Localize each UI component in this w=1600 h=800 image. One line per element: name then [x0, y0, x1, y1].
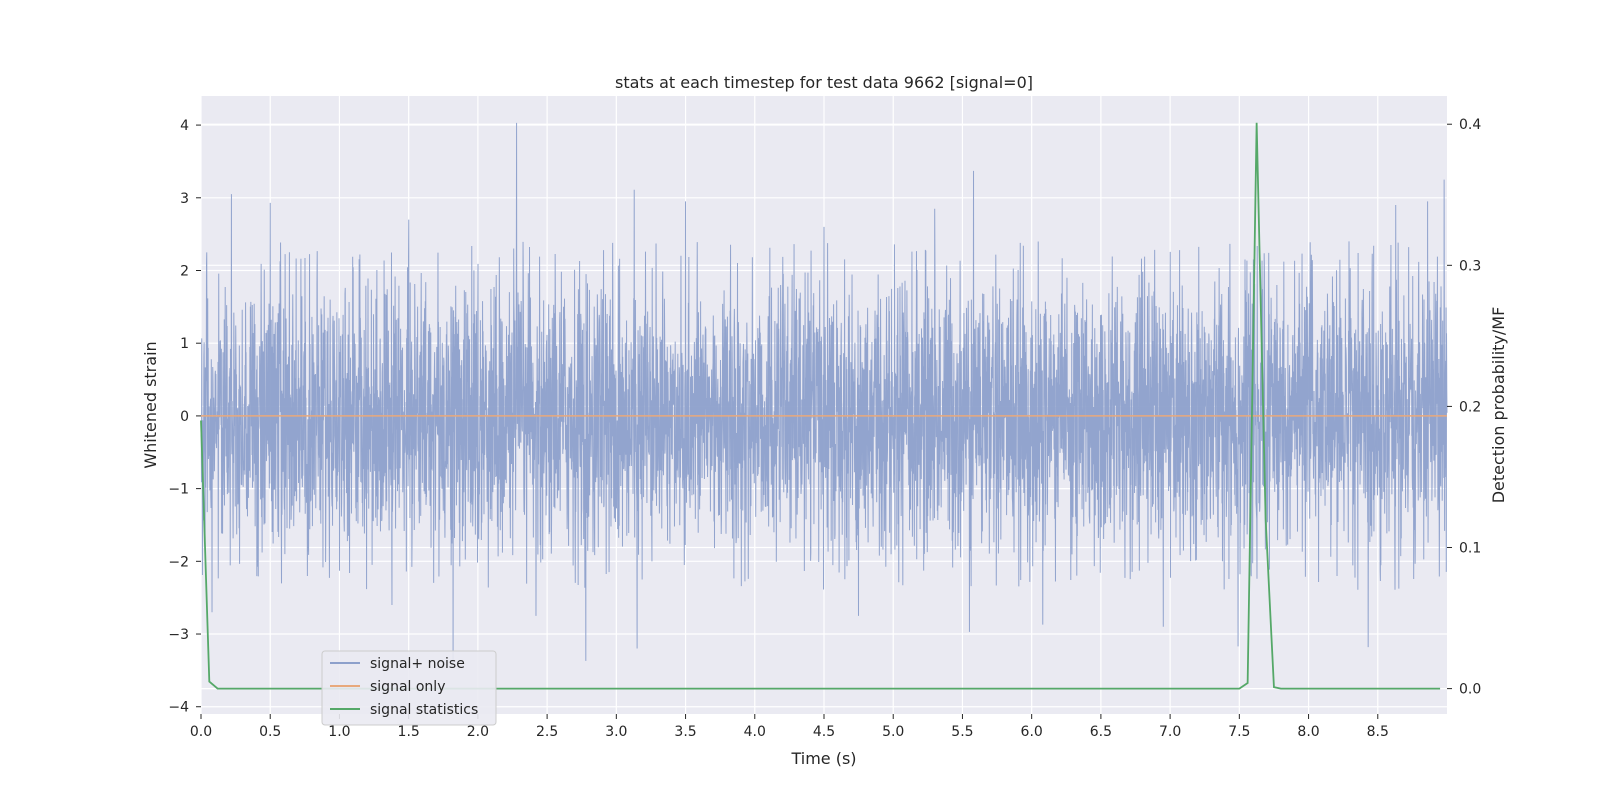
- y-tick-label: −4: [168, 700, 189, 716]
- y2-tick-label: 0.0: [1459, 682, 1481, 698]
- legend-label-signal-only: signal only: [370, 679, 445, 695]
- x-axis-label: Time (s): [790, 749, 856, 768]
- y2-tick-label: 0.4: [1459, 117, 1481, 133]
- y-tick-label: 1: [180, 336, 189, 352]
- chart-title: stats at each timestep for test data 966…: [615, 73, 1033, 92]
- legend-box: [321, 650, 497, 726]
- y-tick-label: −3: [168, 627, 189, 643]
- y-tick-label: 2: [180, 263, 189, 279]
- x-tick-label: 1.0: [328, 724, 350, 740]
- x-tick-label: 4.5: [813, 724, 835, 740]
- x-tick-label: 0.0: [190, 724, 212, 740]
- y-tick-label: −1: [168, 482, 189, 498]
- y-tick-label: 3: [180, 191, 189, 207]
- x-tick-label: 2.5: [536, 724, 558, 740]
- x-tick-label: 3.0: [605, 724, 627, 740]
- x-tick-label: 8.0: [1297, 724, 1319, 740]
- x-tick-label: 4.0: [744, 724, 766, 740]
- x-tick-label: 3.5: [674, 724, 696, 740]
- series-signal-noise-line: [200, 122, 1448, 664]
- x-tick-label: 2.0: [467, 724, 489, 740]
- legend-label-signal-noise: signal+ noise: [370, 656, 465, 672]
- x-tick-label: 5.0: [882, 724, 904, 740]
- x-tick-label: 7.5: [1228, 724, 1250, 740]
- y-axis-label: Whitened strain: [141, 341, 160, 468]
- y-tick-label: 0: [180, 409, 189, 425]
- x-tick-label: 0.5: [259, 724, 281, 740]
- y2-axis-label: Detection probability/MF: [1489, 307, 1508, 504]
- x-tick-label: 7.0: [1159, 724, 1181, 740]
- x-tick-label: 5.5: [951, 724, 973, 740]
- ticks-layer: 0.0 0.5 1.0 1.5 2.0 2.5 3.0 3.5 4.0 4.5 5.0 5.5 6.0 6…: [168, 117, 1481, 740]
- y2-tick-label: 0.2: [1459, 399, 1481, 415]
- legend: signal+ noise signal only signal statist…: [321, 650, 497, 726]
- series-signal-statistics-line: [200, 122, 1441, 690]
- x-tick-label: 6.0: [1021, 724, 1043, 740]
- x-tick-label: 6.5: [1090, 724, 1112, 740]
- x-tick-label: 1.5: [398, 724, 420, 740]
- x-tick-label: 8.5: [1367, 724, 1389, 740]
- y2-tick-label: 0.1: [1459, 541, 1481, 557]
- y2-tick-label: 0.3: [1459, 258, 1481, 274]
- legend-label-signal-statistics: signal statistics: [370, 702, 478, 718]
- y-tick-label: −2: [168, 554, 189, 570]
- y-tick-label: 4: [180, 118, 189, 134]
- series-layer: [200, 122, 1448, 690]
